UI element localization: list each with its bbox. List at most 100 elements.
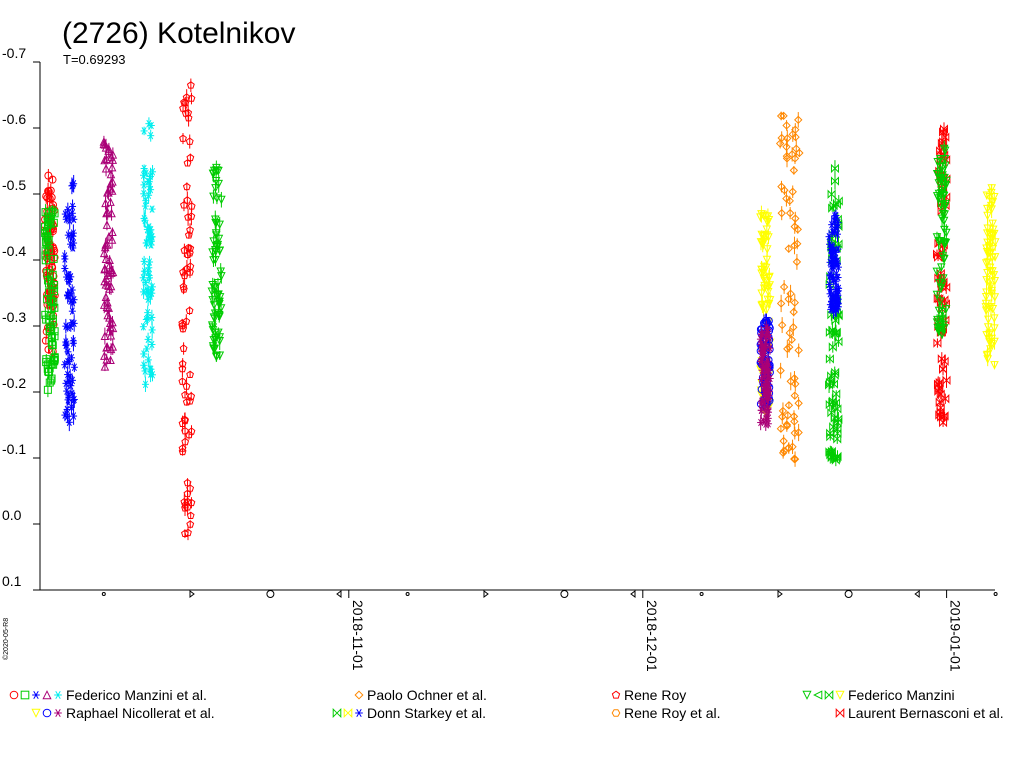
data-point xyxy=(789,166,799,175)
data-point xyxy=(830,370,839,380)
data-point xyxy=(832,223,840,231)
y-axis-ticks: -0.7 -0.6 -0.5 -0.4 -0.3 -0.2 -0.1 0.0 0.1 xyxy=(2,45,40,591)
data-point xyxy=(207,321,217,330)
data-point xyxy=(832,199,841,210)
data-point xyxy=(143,345,151,353)
phase-marker xyxy=(266,590,275,598)
data-point xyxy=(777,208,786,218)
data-point xyxy=(777,182,786,191)
data-point xyxy=(61,252,69,260)
data-point xyxy=(764,414,772,423)
data-point xyxy=(985,278,995,287)
legend-symbol xyxy=(835,690,845,700)
data-point xyxy=(47,360,56,369)
data-point xyxy=(938,274,948,284)
data-point xyxy=(779,282,789,292)
data-point xyxy=(935,162,945,172)
data-point xyxy=(832,270,840,279)
data-point xyxy=(939,192,949,201)
data-point xyxy=(760,276,770,286)
data-point xyxy=(108,267,118,277)
data-point xyxy=(42,192,51,201)
data-point xyxy=(941,199,950,209)
data-point xyxy=(787,335,796,344)
data-point xyxy=(989,314,999,324)
data-point xyxy=(986,345,995,354)
data-point xyxy=(187,498,196,507)
data-point xyxy=(50,287,59,296)
data-point xyxy=(784,401,794,410)
data-point xyxy=(990,253,1000,262)
legend-symbol xyxy=(343,707,353,719)
data-point xyxy=(984,303,994,312)
data-point xyxy=(148,340,156,349)
data-point xyxy=(101,280,111,289)
data-point xyxy=(144,308,152,317)
data-point xyxy=(179,282,188,291)
legend-symbol xyxy=(54,708,62,718)
legend-symbol xyxy=(611,690,621,699)
data-point xyxy=(940,295,949,305)
phase-marker xyxy=(101,592,106,596)
legend-symbol xyxy=(355,708,363,718)
data-point xyxy=(830,413,839,423)
data-point xyxy=(940,146,950,156)
data-point xyxy=(941,132,950,142)
data-point xyxy=(942,155,951,165)
data-point xyxy=(757,289,766,299)
data-point xyxy=(790,154,800,163)
data-point xyxy=(778,448,788,458)
data-point xyxy=(140,190,148,198)
data-point xyxy=(825,232,833,241)
data-point xyxy=(982,351,992,361)
y-tick-label: -0.4 xyxy=(2,243,26,259)
data-point xyxy=(761,363,769,371)
data-point xyxy=(148,233,156,241)
data-point xyxy=(791,214,800,223)
x-date-label: 2018-11-01 xyxy=(350,600,366,671)
data-point xyxy=(779,446,789,456)
chart-subtitle: T=0.69293 xyxy=(63,52,126,67)
data-point xyxy=(790,241,799,250)
data-point xyxy=(782,154,792,163)
data-point xyxy=(983,269,992,278)
data-point xyxy=(180,285,188,293)
data-point xyxy=(937,138,946,149)
data-point xyxy=(834,287,842,295)
data-point xyxy=(186,225,194,234)
data-point xyxy=(937,354,946,364)
data-point xyxy=(791,125,800,134)
data-point xyxy=(180,271,189,280)
data-point xyxy=(140,257,148,266)
data-point xyxy=(212,291,222,301)
data-point xyxy=(788,187,797,196)
data-point xyxy=(43,295,52,304)
data-point xyxy=(69,299,77,307)
data-point xyxy=(106,344,116,354)
data-point xyxy=(757,418,765,427)
data-point xyxy=(982,276,991,285)
data-point xyxy=(791,132,800,142)
y-tick-label: -0.1 xyxy=(2,441,26,457)
data-point xyxy=(99,248,109,258)
data-point xyxy=(764,299,774,309)
data-point xyxy=(185,137,194,145)
data-point xyxy=(105,260,114,270)
data-point xyxy=(67,273,75,281)
data-point xyxy=(100,351,109,360)
series-2 xyxy=(61,174,78,432)
data-point xyxy=(61,264,69,273)
data-point xyxy=(940,225,949,235)
data-point xyxy=(215,246,224,256)
data-point xyxy=(784,244,793,253)
data-point xyxy=(100,331,110,341)
data-point xyxy=(144,356,152,364)
data-point xyxy=(148,313,156,322)
data-point xyxy=(987,184,997,193)
series-5 xyxy=(178,78,196,541)
series-12 xyxy=(825,209,843,319)
data-point xyxy=(186,262,195,270)
data-point xyxy=(766,344,774,352)
data-point xyxy=(70,412,78,420)
phase-marker xyxy=(189,590,195,598)
